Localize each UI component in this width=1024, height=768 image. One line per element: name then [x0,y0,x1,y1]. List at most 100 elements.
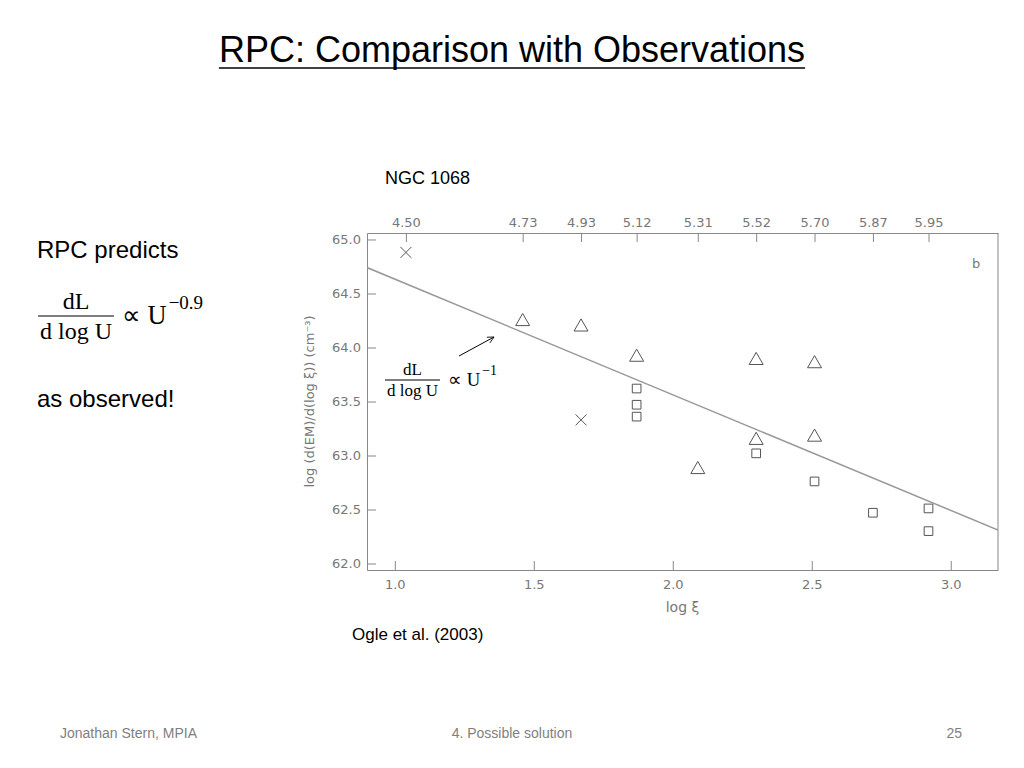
tick-label: 5.70 [801,215,830,230]
tick-label: 62.0 [332,556,361,571]
left-intro: RPC predicts [37,236,178,263]
tick-mark [929,233,930,242]
marker-x [400,247,411,258]
tick: 63.0 [332,448,376,463]
tick-label: 3.0 [941,577,962,592]
tick: 4.73 [509,215,538,242]
tick-mark [523,233,524,242]
tick: 5.87 [859,215,888,242]
tick: 4.93 [567,215,596,242]
tick-label: 2.5 [802,577,823,592]
tick-label: 4.93 [567,215,596,230]
tick-mark [637,233,638,242]
fraction-bar [38,315,114,316]
tick-label: 63.0 [332,448,361,463]
formula-numerator: dL [403,360,422,379]
tick-label: 64.0 [332,340,361,355]
tick-mark [395,561,396,570]
tick-label: 65.0 [332,232,361,247]
tick: 1.0 [385,561,406,592]
marker-square [924,504,933,513]
x-axis-title: log ξ [666,599,700,615]
tick-mark [673,561,674,570]
tick: 2.0 [663,561,684,592]
chart-source: Ogle et al. (2003) [352,625,483,644]
tick-label: 4.50 [392,215,421,230]
tick-mark [812,561,813,570]
annotation-arrow [459,337,494,356]
tick-label: 4.73 [509,215,538,230]
marker-square [632,412,641,421]
marker-triangle [574,319,588,331]
plot-area [367,247,998,535]
tick-mark [581,233,582,242]
formula-denominator: d log U [387,381,438,400]
tick-mark [534,561,535,570]
marker-square [632,384,641,393]
tick: 62.5 [332,502,376,517]
tick-mark [367,564,376,565]
tick-mark [367,293,376,294]
tick-label: 62.5 [332,502,361,517]
left-conclusion: as observed! [37,385,174,412]
tick-label: 63.5 [332,394,361,409]
formula-relation: ∝ U [448,369,481,390]
tick: 3.0 [941,561,962,592]
formula-numerator: dL [63,288,90,314]
formula: dL d log U ∝ U−1 [385,360,497,400]
tick: 64.0 [332,340,376,355]
tick-mark [367,239,376,240]
tick-label: 1.5 [524,577,545,592]
tick: 5.70 [801,215,830,242]
tick-mark [367,510,376,511]
panel-label: b [972,256,980,271]
marker-triangle [749,352,763,364]
y-axis: 62.0 62.5 63.0 63.5 64.0 64.5 65.0 [332,232,376,571]
tick-mark [406,233,407,242]
formula-exponent: −0.9 [169,292,203,313]
tick: 5.31 [684,215,713,242]
tick-mark [698,233,699,242]
footer-page: 25 [946,725,962,741]
slide-title: RPC: Comparison with Observations [219,29,805,70]
tick-label: 5.52 [742,215,771,230]
tick: 62.0 [332,556,376,571]
slide: RPC: Comparison with Observations RPC pre… [0,0,1024,768]
formula-denominator: d log U [40,318,112,344]
marker-square [810,477,819,486]
marker-x [576,414,587,425]
marker-square [869,508,878,517]
formula: dL d log U ∝ U−0.9 [38,288,203,344]
y-axis-title: log (d(EM)/d(log ξ)) (cm⁻³) [302,315,317,487]
formula-exponent: −1 [482,363,497,378]
marker-triangle [630,349,644,361]
tick-label: 2.0 [663,577,684,592]
tick: 2.5 [802,561,823,592]
axis-line [368,233,999,234]
tick-mark [367,402,376,403]
marker-triangle [808,429,822,441]
marker-square [924,527,933,536]
axis-line [368,570,999,571]
tick: 1.5 [524,561,545,592]
x2-axis: 4.504.734.935.125.315.525.705.875.95 [368,215,999,242]
x-axis: 1.0 1.5 2.0 2.5 3.0 [368,561,999,592]
tick-mark [367,456,376,457]
tick-label: 64.5 [332,286,361,301]
marker-square [752,449,761,458]
footer-section: 4. Possible solution [452,725,573,741]
tick: 5.52 [742,215,771,242]
footer-author: Jonathan Stern, MPIA [60,725,198,741]
tick-mark [367,347,376,348]
marker-triangle [808,356,822,368]
marker-triangle [749,432,763,444]
tick: 63.5 [332,394,376,409]
fraction-bar [385,379,440,380]
tick-mark [815,233,816,242]
marker-triangle [516,313,530,325]
tick: 65.0 [332,232,376,247]
tick-mark [756,233,757,242]
formula-relation: ∝ U [122,300,167,330]
title-underline [219,67,805,69]
chart-title: NGC 1068 [385,168,470,188]
